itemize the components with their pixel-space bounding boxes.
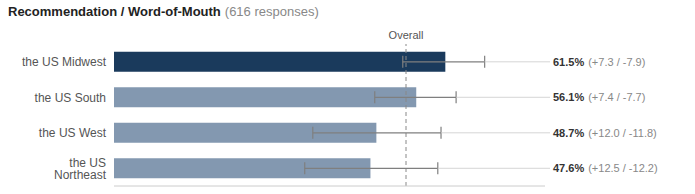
svg-text:the US West: the US West [39,126,107,140]
svg-text:48.7%(+12.0 / -11.8): 48.7%(+12.0 / -11.8) [553,127,657,139]
svg-text:the USNortheast: the USNortheast [54,156,107,182]
svg-text:the US Midwest: the US Midwest [22,55,107,69]
svg-text:Overall: Overall [389,29,424,41]
svg-text:47.6%(+12.5 / -12.2): 47.6%(+12.5 / -12.2) [553,162,658,174]
html-text:Recommendation / Word-of-Mouth: Recommendation / Word-of-Mouth (616 resp… [8,4,319,19]
svg-text:the US South: the US South [35,91,106,105]
svg-text:61.5%(+7.3 / -7.9): 61.5%(+7.3 / -7.9) [553,56,645,68]
svg-text:56.1%(+7.4 / -7.7): 56.1%(+7.4 / -7.7) [553,91,645,103]
